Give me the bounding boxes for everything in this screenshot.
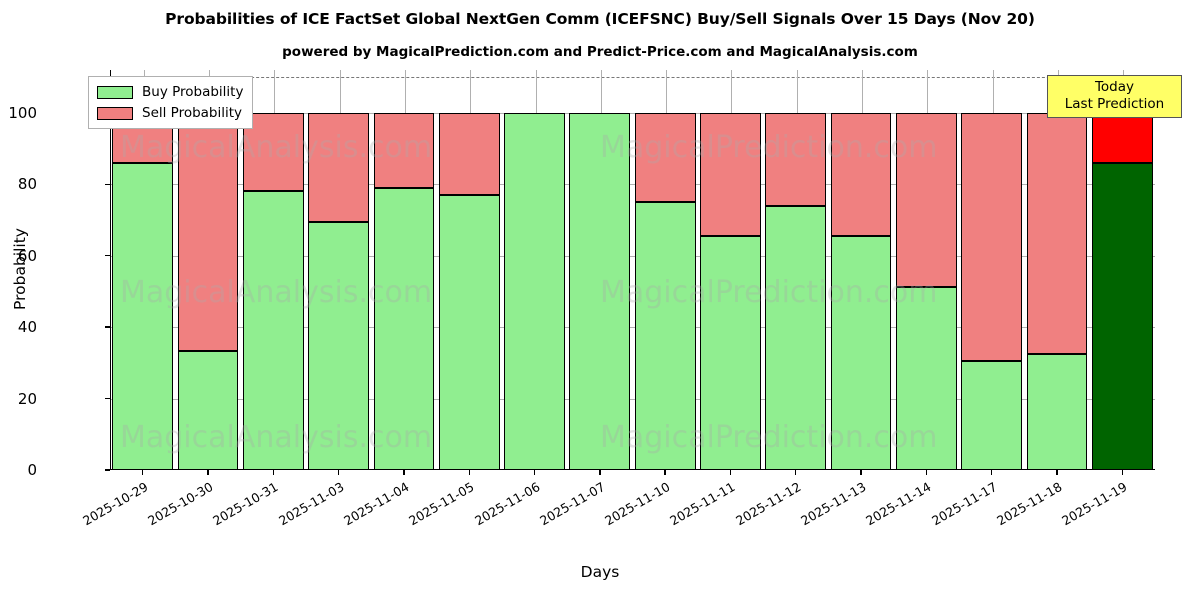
- threshold-dashed-line: [111, 77, 1155, 79]
- chart-subtitle: powered by MagicalPrediction.com and Pre…: [282, 44, 918, 60]
- x-tick-mark: [795, 470, 797, 475]
- bar-group[interactable]: [765, 70, 827, 470]
- bar-segment-buy[interactable]: [830, 236, 892, 470]
- x-tick-mark: [729, 470, 732, 475]
- x-tick-mark: [207, 470, 209, 475]
- x-tick-mark: [991, 470, 993, 475]
- y-gridline: [111, 398, 1155, 400]
- bar-group[interactable]: [961, 70, 1023, 470]
- bar-group[interactable]: [1091, 70, 1153, 470]
- bar-segment-sell[interactable]: [1026, 112, 1088, 355]
- legend-swatch-buy: [97, 85, 133, 99]
- y-tick-label: 60: [17, 246, 37, 265]
- bar-group[interactable]: [634, 70, 696, 470]
- bar-segment-buy[interactable]: [177, 351, 239, 470]
- bar-segment-sell[interactable]: [438, 112, 500, 195]
- bar-group[interactable]: [896, 70, 957, 470]
- bar-segment-buy[interactable]: [896, 286, 957, 470]
- bar-segment-buy[interactable]: [308, 221, 369, 470]
- legend-label-buy: Buy Probability: [142, 84, 244, 100]
- bar-group[interactable]: [1026, 70, 1088, 470]
- bar-segment-sell[interactable]: [1091, 112, 1153, 163]
- x-tick-mark: [860, 470, 862, 475]
- bar-segment-buy[interactable]: [700, 236, 761, 470]
- bar-group[interactable]: [700, 70, 761, 470]
- bar-group[interactable]: [504, 70, 565, 470]
- bar-segment-sell[interactable]: [308, 112, 369, 222]
- bar-segment-buy[interactable]: [242, 191, 304, 470]
- bar-segment-buy[interactable]: [634, 202, 696, 470]
- bar-segment-sell[interactable]: [177, 112, 239, 352]
- x-tick-mark: [1121, 470, 1124, 475]
- bar-group[interactable]: [373, 70, 435, 470]
- bar-group[interactable]: [112, 70, 174, 470]
- bar-segment-buy[interactable]: [438, 195, 500, 470]
- bar-segment-buy[interactable]: [1026, 354, 1088, 470]
- x-tick-mark: [599, 470, 601, 475]
- x-tick-mark: [533, 470, 536, 475]
- chart-legend: Buy Probability Sell Probability: [88, 76, 254, 129]
- bar-segment-buy[interactable]: [112, 162, 174, 470]
- bar-segment-buy[interactable]: [373, 187, 435, 470]
- x-axis-label: Days: [580, 563, 620, 581]
- x-tick-mark: [141, 470, 144, 475]
- bar-group[interactable]: [830, 70, 892, 470]
- y-tick-mark: [105, 255, 110, 257]
- y-tick-label: 100: [8, 103, 37, 122]
- bar-segment-sell[interactable]: [896, 112, 957, 287]
- legend-item-sell: Sell Probability: [97, 104, 243, 122]
- today-last-prediction-badge: Today Last Prediction: [1047, 75, 1182, 118]
- bar-group[interactable]: [569, 70, 631, 470]
- bar-segment-sell[interactable]: [765, 112, 827, 206]
- x-tick-mark: [468, 470, 470, 475]
- legend-item-buy: Buy Probability: [97, 83, 243, 101]
- legend-swatch-sell: [97, 106, 133, 120]
- bar-group[interactable]: [308, 70, 369, 470]
- y-gridline: [111, 184, 1155, 186]
- bar-segment-buy[interactable]: [961, 361, 1023, 470]
- bar-group[interactable]: [177, 70, 239, 470]
- x-tick-mark: [403, 470, 405, 475]
- bar-group[interactable]: [242, 70, 304, 470]
- bar-segment-sell[interactable]: [961, 112, 1023, 362]
- bar-segment-sell[interactable]: [634, 112, 696, 203]
- y-tick-mark: [105, 183, 110, 185]
- x-tick-mark: [1056, 470, 1058, 475]
- legend-label-sell: Sell Probability: [142, 105, 243, 121]
- x-tick-mark: [337, 470, 340, 475]
- bar-segment-sell[interactable]: [373, 112, 435, 188]
- today-badge-line2: Last Prediction: [1064, 96, 1165, 112]
- bar-segment-buy[interactable]: [765, 205, 827, 470]
- y-gridline: [111, 112, 1155, 114]
- x-tick-mark: [925, 470, 928, 475]
- y-tick-mark: [105, 469, 110, 471]
- y-tick-label: 20: [17, 389, 37, 408]
- bar-segment-buy[interactable]: [569, 112, 631, 470]
- y-tick-label: 80: [17, 175, 37, 194]
- today-badge-line1: Today: [1094, 79, 1135, 95]
- y-tick-mark: [105, 397, 110, 400]
- bar-segment-buy[interactable]: [504, 112, 565, 470]
- y-gridline: [111, 255, 1155, 257]
- y-tick-label: 0: [27, 461, 37, 479]
- y-axis-label: Probability: [11, 228, 29, 310]
- chart-title: Probabilities of ICE FactSet Global Next…: [165, 10, 1035, 28]
- y-gridline: [111, 327, 1155, 329]
- x-tick-mark: [272, 470, 274, 475]
- bar-group[interactable]: [438, 70, 500, 470]
- y-tick-mark: [105, 326, 110, 328]
- y-tick-label: 40: [17, 318, 37, 337]
- x-tick-mark: [664, 470, 666, 475]
- bar-segment-sell[interactable]: [830, 112, 892, 237]
- bar-segment-sell[interactable]: [700, 112, 761, 237]
- bar-segment-buy[interactable]: [1091, 162, 1153, 470]
